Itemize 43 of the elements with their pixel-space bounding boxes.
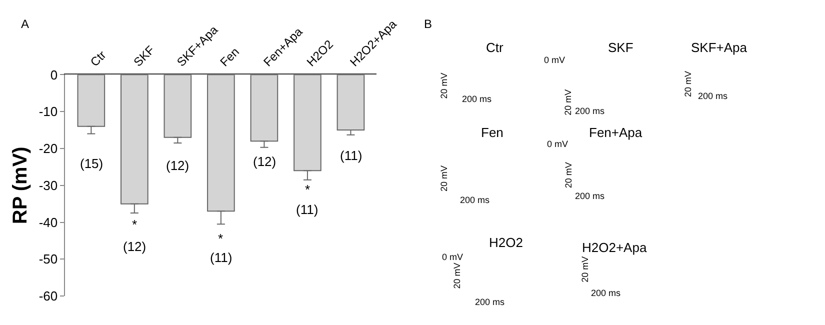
text: 20 mV bbox=[438, 72, 449, 99]
y-tick-label: -50 bbox=[38, 252, 58, 267]
text: H2O2 bbox=[489, 235, 523, 250]
text: Fen+Apa bbox=[589, 125, 643, 140]
annotation: (12) bbox=[123, 239, 146, 254]
text: 0 mV bbox=[544, 55, 566, 65]
annotation: (11) bbox=[296, 202, 318, 217]
text: 200 ms bbox=[460, 195, 490, 205]
y-axis-title: RP (mV) bbox=[9, 146, 32, 224]
x-tick-label: Fen bbox=[217, 44, 242, 70]
y-tick-label: 0 bbox=[50, 67, 58, 82]
text: 20 mV bbox=[563, 89, 574, 116]
y-tick-label: -40 bbox=[38, 214, 58, 230]
annotation: * bbox=[132, 217, 138, 232]
text: 20 mV bbox=[452, 262, 462, 289]
text: 200 ms bbox=[575, 191, 606, 201]
text: 200 ms bbox=[475, 297, 506, 307]
text: 0 mV bbox=[442, 252, 464, 262]
y-tick-label: -60 bbox=[38, 288, 58, 304]
annotation: (12) bbox=[253, 154, 276, 169]
text: 200 ms bbox=[591, 288, 622, 298]
text: 200 ms bbox=[575, 106, 606, 116]
annotation: (11) bbox=[210, 250, 232, 265]
annotation: (12) bbox=[166, 158, 190, 173]
annotation: * bbox=[305, 182, 310, 197]
text: H2O2+Apa bbox=[582, 240, 648, 255]
text: 20 mV bbox=[439, 166, 450, 192]
text: 0 mV bbox=[547, 139, 568, 149]
text: 200 ms bbox=[698, 91, 728, 101]
y-tick-label: -10 bbox=[38, 104, 58, 120]
text: Fen bbox=[481, 125, 504, 140]
annotation: * bbox=[218, 231, 224, 246]
y-tick-label: -30 bbox=[38, 178, 58, 193]
text: 20 mV bbox=[563, 162, 574, 188]
text: B bbox=[424, 17, 432, 31]
text: 20 mV bbox=[682, 70, 693, 97]
text: 20 mV bbox=[580, 256, 590, 282]
annotation: (11) bbox=[340, 148, 362, 163]
x-tick-label: Ctr bbox=[88, 48, 109, 70]
chart-title: A bbox=[21, 17, 30, 31]
text: 200 ms bbox=[462, 94, 492, 104]
annotation: (15) bbox=[80, 156, 104, 171]
y-tick-label: -20 bbox=[38, 141, 58, 156]
